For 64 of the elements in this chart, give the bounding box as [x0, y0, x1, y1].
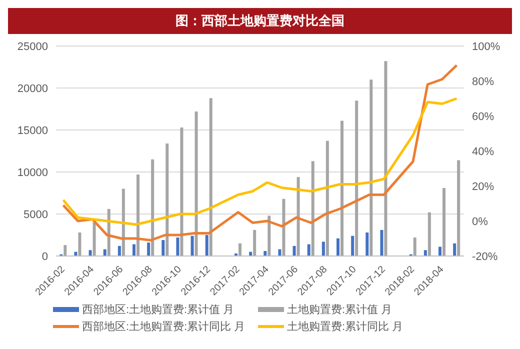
bar [194, 112, 198, 256]
bar [136, 174, 140, 256]
bar [326, 140, 329, 256]
bar [384, 61, 388, 256]
legend-label: 土地购置费:累计值 月 [287, 303, 392, 317]
bar [413, 238, 416, 256]
bar [268, 216, 271, 256]
bar [366, 232, 369, 256]
bar [442, 188, 446, 256]
bar [132, 244, 136, 256]
bar [92, 222, 96, 256]
legend-label: 西部地区:土地购置费:累计值 月 [82, 302, 234, 317]
bar [370, 80, 373, 256]
line-series [62, 97, 458, 226]
bar [147, 242, 150, 256]
bar [151, 159, 154, 256]
bar [428, 212, 431, 256]
y-tick-label: 10000 [17, 166, 48, 179]
y2-tick-label: 0% [472, 216, 488, 228]
bar [253, 230, 256, 256]
bar [88, 250, 92, 256]
bar [292, 246, 296, 256]
bar [340, 120, 344, 256]
bar [380, 230, 384, 256]
y2-tick-label: 40% [472, 146, 494, 158]
bar [238, 243, 242, 256]
bar [180, 127, 184, 256]
bar [336, 238, 340, 256]
bar [166, 143, 169, 256]
line-series [62, 64, 458, 242]
chart-title: 图：西部土地购置费对比全国 [8, 8, 512, 34]
y2-tick-label: 100% [472, 40, 500, 53]
bar [209, 98, 212, 256]
bar [355, 100, 358, 256]
y-tick-label: 20000 [17, 82, 48, 95]
bar [190, 236, 194, 256]
legend-label: 土地购置费:累计同比 月 [287, 320, 404, 334]
bar [311, 161, 314, 256]
bar [282, 198, 286, 256]
bar [453, 243, 456, 256]
bar [162, 240, 165, 256]
bar [322, 242, 325, 256]
y2-tick-label: 80% [472, 76, 494, 88]
y2-tick-label: 20% [472, 180, 494, 193]
bar [122, 188, 125, 256]
bar [205, 235, 208, 256]
bar [64, 245, 67, 256]
bar [78, 232, 82, 256]
legend-label: 西部地区:土地购置费:累计同比 月 [82, 320, 246, 334]
y-tick-label: 0 [42, 250, 48, 263]
y-tick-label: 25000 [17, 40, 48, 53]
y-tick-label: 5000 [24, 208, 48, 221]
bar [118, 246, 121, 256]
bar [176, 238, 180, 256]
bar [438, 246, 442, 256]
y2-tick-label: -20% [472, 250, 498, 263]
y2-tick-label: 60% [472, 110, 494, 123]
bar [351, 236, 354, 256]
bar [457, 160, 460, 256]
bar [264, 250, 267, 256]
bar [424, 250, 427, 256]
bar [307, 244, 310, 256]
bar [296, 177, 300, 256]
y-tick-label: 15000 [17, 124, 48, 137]
